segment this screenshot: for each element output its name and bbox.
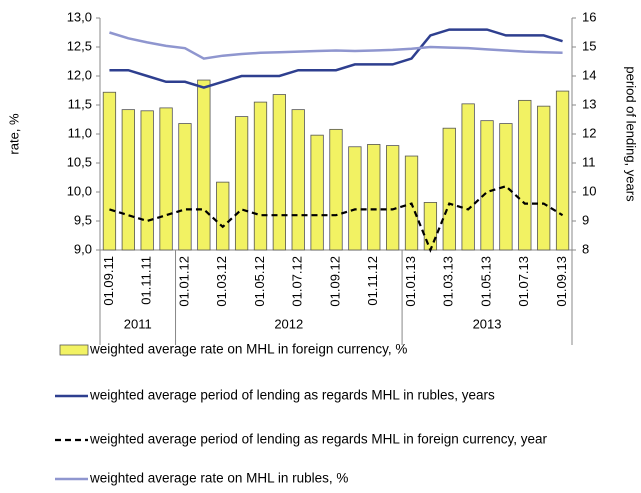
x-tick-label: 01.11.11 (139, 256, 154, 305)
x-tick-label: 01.01.12 (176, 256, 191, 307)
y-tick-label: 9,5 (74, 212, 92, 227)
year-label: 2012 (274, 316, 303, 331)
bar (480, 120, 494, 251)
y2-tick-label: 13 (582, 96, 596, 111)
y2-tick-label: 15 (582, 38, 596, 53)
y-tick-label: 13,0 (67, 9, 92, 24)
bar (348, 146, 362, 251)
line-series (109, 184, 564, 253)
line-series (109, 31, 563, 60)
x-tick-label: 01.07.12 (290, 256, 305, 307)
y-tick-label: 11,5 (68, 96, 92, 111)
y2-tick-label: 10 (582, 183, 596, 198)
y-tick-label: 11,0 (68, 125, 92, 140)
x-tick-label: 01.09.13 (554, 256, 569, 307)
x-tick-label: 01.09.12 (327, 256, 342, 307)
bar (159, 107, 173, 251)
bar (310, 134, 324, 251)
bar (518, 99, 532, 251)
x-tick-label: 01.03.12 (214, 256, 229, 307)
bar (102, 91, 117, 251)
bar (555, 90, 570, 251)
legend-label: weighted average period of lending as re… (89, 388, 495, 403)
x-tick-label: 01.07.13 (516, 256, 531, 307)
x-tick-label: 01.05.13 (478, 256, 493, 307)
bar (461, 103, 475, 251)
x-tick-label: 01.03.13 (441, 256, 456, 307)
year-label: 2013 (473, 316, 502, 331)
y-tick-label: 12,0 (67, 67, 92, 82)
bar (499, 123, 513, 251)
bar (386, 145, 400, 251)
legend-label: weighted average period of lending as re… (89, 432, 548, 447)
bar (234, 116, 249, 251)
legend-swatch (59, 344, 89, 356)
bar (329, 128, 343, 251)
y2-axis-label: period of lending, years (624, 66, 639, 202)
bar (197, 79, 211, 251)
x-tick-label: 01.01.13 (403, 256, 418, 307)
year-label: 2011 (124, 316, 152, 331)
legend-label: weighted average rate on MHL in foreign … (89, 342, 407, 357)
bar (216, 181, 230, 251)
bar (140, 110, 154, 251)
bar (178, 123, 192, 251)
y2-tick-label: 14 (582, 67, 596, 82)
bar (291, 109, 305, 251)
bar (423, 202, 438, 251)
y2-tick-label: 16 (582, 9, 596, 24)
bar (121, 109, 135, 251)
y2-tick-label: 11 (582, 154, 596, 169)
line-series (109, 28, 563, 89)
y2-tick-label: 8 (582, 241, 589, 256)
bar (272, 94, 286, 251)
y-tick-label: 9,0 (74, 241, 92, 256)
y-tick-label: 10,0 (67, 183, 92, 198)
y2-tick-label: 9 (582, 212, 589, 227)
x-tick-label: 01.11.12 (365, 256, 380, 306)
bar (442, 127, 456, 251)
bar (253, 101, 268, 251)
y-axis-label: rate, % (6, 113, 21, 155)
bar (537, 105, 551, 251)
bar (367, 144, 381, 251)
x-tick-label: 01.05.12 (252, 256, 267, 307)
legend-label: weighted average rate on MHL in rubles, … (89, 471, 348, 486)
y-tick-label: 10,5 (67, 154, 92, 169)
y-tick-label: 12,5 (67, 38, 92, 53)
x-tick-label: 01.09.11 (101, 256, 116, 306)
y2-tick-label: 12 (582, 125, 596, 140)
